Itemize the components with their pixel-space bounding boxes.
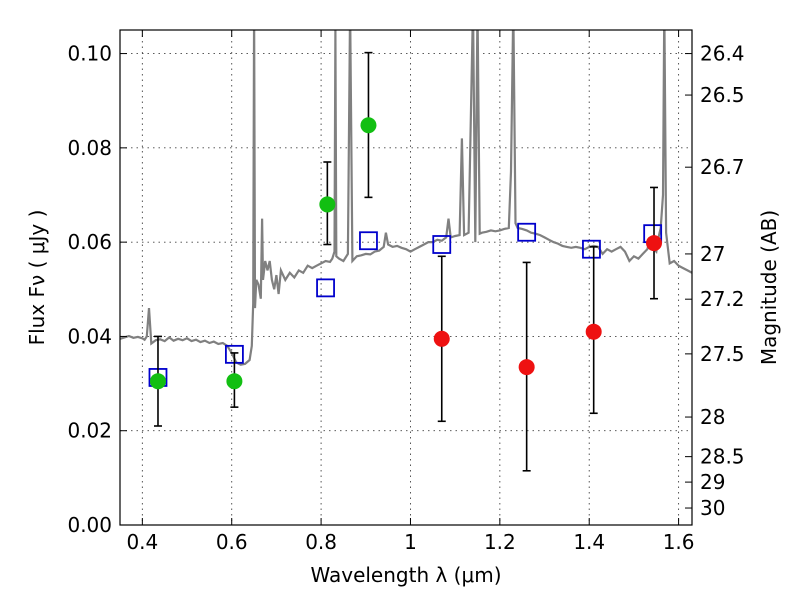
- data-point-red: [585, 323, 602, 340]
- data-point-green: [319, 196, 336, 213]
- x-tick-label: 1.6: [663, 530, 695, 554]
- x-tick-label: 0.6: [216, 530, 248, 554]
- x-axis-label: Wavelength λ (μm): [310, 563, 501, 587]
- ticks-layer: 0.4 0.6 0.8 1 1.2 1.4 1.6 0.00 0.02 0.04 0.06 0.08 0…: [67, 30, 745, 554]
- plot-frame: [119, 29, 693, 526]
- y2-tick-label: 27.5: [700, 342, 745, 366]
- data-point-red: [518, 359, 535, 376]
- data-point-square: [432, 235, 452, 254]
- y2-tick-label: 29: [700, 470, 725, 494]
- data-point-red: [433, 330, 450, 347]
- y2-tick-label: 26.5: [700, 83, 745, 107]
- y-axis-label: Flux Fν ( μJy ): [25, 210, 49, 346]
- model-spectrum-line: [120, 30, 692, 366]
- y-tick-label: 0.08: [67, 136, 112, 160]
- grid-layer: [120, 30, 692, 526]
- data-point-square: [316, 278, 335, 298]
- marks-layer: [148, 51, 663, 472]
- y-tick-label: 0.04: [67, 324, 112, 348]
- x-tick-label: 1: [404, 530, 417, 554]
- data-point-red: [646, 235, 663, 252]
- x-tick-label: 1.2: [484, 530, 516, 554]
- data-point-square: [582, 239, 601, 259]
- y2-tick-label: 27.2: [700, 287, 745, 311]
- x-tick-label: 0.4: [126, 530, 158, 554]
- data-point-green: [149, 373, 166, 390]
- y2-tick-label: 28.5: [700, 445, 745, 469]
- y2-axis-label: Magnitude (AB): [757, 210, 781, 365]
- y2-tick-label: 26.4: [700, 42, 745, 66]
- y2-tick-label: 27: [700, 242, 725, 266]
- data-point-green: [360, 117, 377, 134]
- y-tick-label: 0.00: [67, 513, 112, 537]
- data-point-square: [359, 231, 378, 251]
- y-tick-label: 0.02: [67, 419, 112, 443]
- x-tick-label: 0.8: [305, 530, 337, 554]
- data-point-square: [517, 222, 537, 242]
- y2-tick-label: 28: [700, 405, 725, 429]
- y2-tick-label: 26.7: [700, 155, 745, 179]
- y-tick-label: 0.06: [67, 230, 112, 254]
- y-tick-label: 0.10: [67, 42, 112, 66]
- x-tick-label: 1.4: [573, 530, 605, 554]
- y2-tick-label: 30: [700, 496, 725, 520]
- data-point-green: [226, 373, 243, 390]
